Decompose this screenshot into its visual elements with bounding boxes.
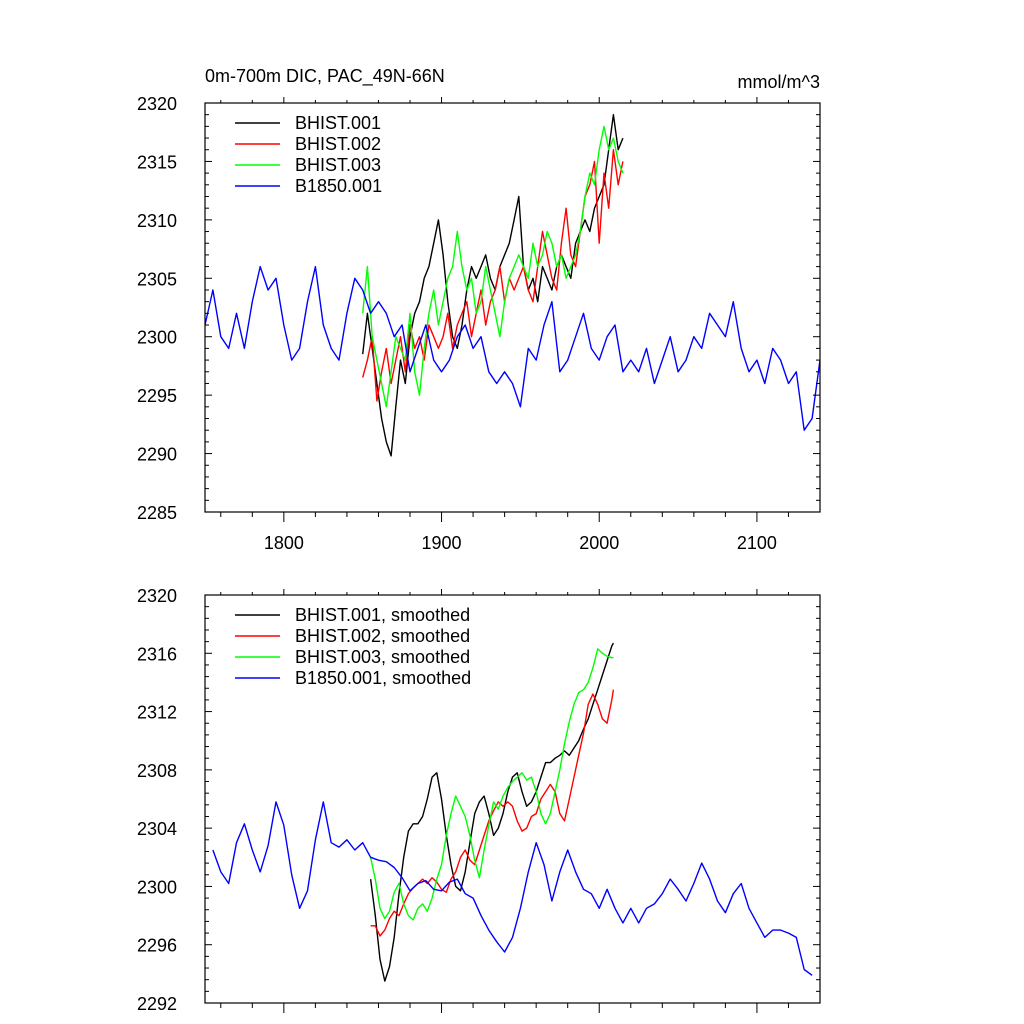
bottom-series-line-bhist-003-smoothed [369,648,614,921]
top-panel-title: 0m-700m DIC, PAC_49N-66N [205,66,445,87]
top-legend-label: BHIST.002 [295,134,381,154]
top-y-tick-label: 2320 [137,94,177,114]
top-y-tick-label: 2290 [137,445,177,465]
top-y-tick-label: 2300 [137,328,177,348]
bottom-legend-label: BHIST.002, smoothed [295,626,470,646]
bottom-y-tick-label: 2320 [137,586,177,606]
bottom-legend-label: BHIST.001, smoothed [295,605,470,625]
bottom-panel: 2292 2296 2300 2304 2308 2312 2316 2320 BHIST.00… [137,586,821,1014]
top-x-tick-label: 2100 [737,533,777,553]
bottom-legend-label: B1850.001, smoothed [295,668,471,688]
bottom-y-tick-label: 2292 [137,994,177,1014]
top-series-line-b1850-001 [205,265,820,431]
bottom-legend-label: BHIST.003, smoothed [295,647,470,667]
top-y-tick-label: 2305 [137,269,177,289]
top-x-tick-label: 2000 [579,533,619,553]
bottom-y-tick-label: 2304 [137,819,177,839]
top-plot-frame [204,102,821,513]
top-legend-label: BHIST.001 [295,113,381,133]
bottom-y-tick-label: 2308 [137,761,177,781]
bottom-y-tick-label: 2312 [137,703,177,723]
bottom-y-tick-label: 2316 [137,644,177,664]
top-y-tick-label: 2310 [137,211,177,231]
top-plot-area: 2285 2290 2295 2300 2305 2310 2315 2320 1800 1900… [137,94,821,553]
bottom-series-line-b1850-001-smoothed [212,801,813,976]
bottom-series-line-bhist-001-smoothed [369,642,615,982]
bottom-plot-area: 2292 2296 2300 2304 2308 2312 2316 2320 BHIST.00… [137,586,821,1014]
top-panel: 0m-700m DIC, PAC_49N-66N mmol/m^3 228522… [137,66,821,553]
top-x-tick-label: 1900 [422,533,462,553]
bottom-y-tick-label: 2296 [137,936,177,956]
top-panel-units: mmol/m^3 [738,72,820,92]
bottom-plot-frame [204,594,821,1004]
top-y-tick-label: 2315 [137,152,177,172]
top-y-tick-label: 2285 [137,503,177,523]
top-y-tick-label: 2295 [137,386,177,406]
top-x-tick-label: 1800 [264,533,304,553]
top-legend-label: B1850.001 [295,176,382,196]
top-legend-label: BHIST.003 [295,155,381,175]
bottom-y-tick-label: 2300 [137,877,177,897]
